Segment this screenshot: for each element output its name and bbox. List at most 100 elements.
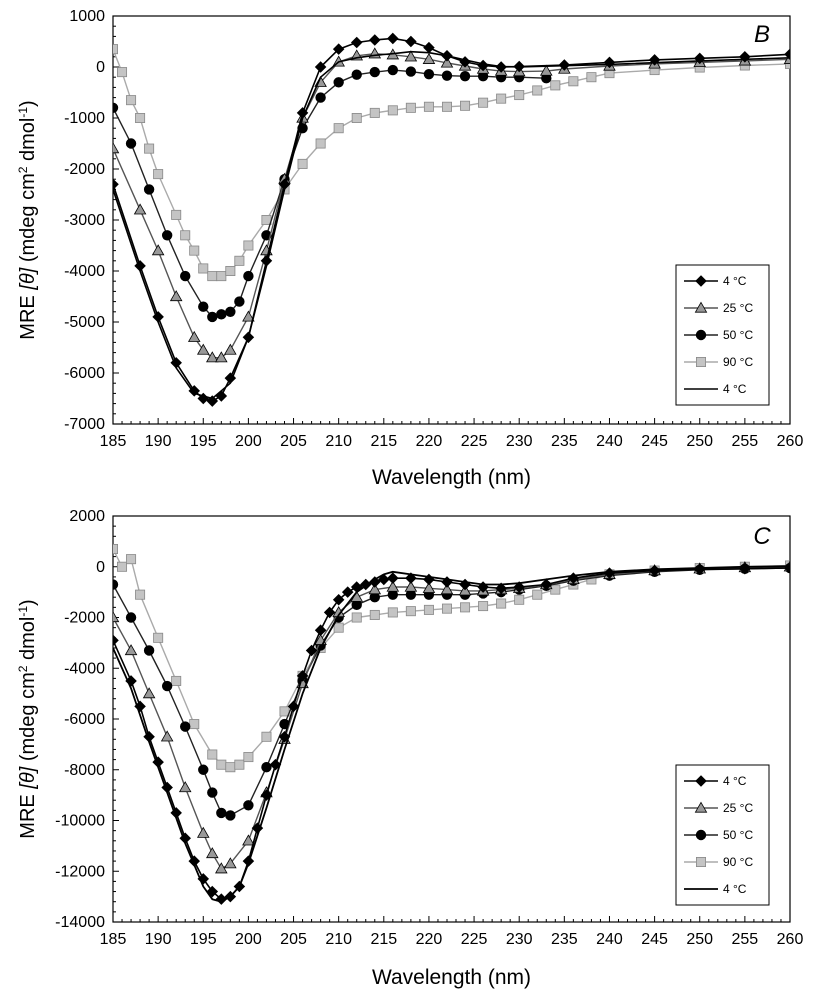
data-point-circle	[161, 230, 173, 241]
data-point-triangle	[169, 290, 183, 302]
data-point-square	[171, 209, 182, 220]
data-point-diamond	[387, 32, 399, 45]
series-line-square	[113, 48, 790, 277]
data-point-square	[514, 90, 525, 101]
x-tick-label: 205	[280, 433, 307, 450]
y-tick-label: -12000	[55, 863, 105, 880]
data-point-diamond	[314, 61, 327, 73]
data-point-square	[423, 101, 434, 112]
legend-entry-label: 90 °C	[723, 355, 753, 369]
x-tick-label: 225	[461, 931, 488, 948]
data-point-circle	[333, 77, 344, 88]
data-point-square	[369, 609, 380, 620]
data-point-circle	[441, 70, 453, 81]
data-point-square	[478, 601, 489, 612]
x-tick-label: 235	[551, 433, 578, 450]
series-line-plain	[113, 565, 790, 903]
data-point-square	[135, 589, 146, 600]
data-point-square	[532, 85, 543, 96]
data-point-triangle	[440, 56, 454, 68]
data-point-diamond	[215, 390, 228, 402]
x-tick-label: 250	[686, 433, 713, 450]
data-point-diamond	[540, 578, 553, 591]
panel-letter: B	[754, 21, 770, 48]
data-point-circle	[459, 70, 471, 82]
data-point-circle	[423, 68, 435, 80]
x-tick-label: 185	[100, 433, 127, 450]
data-point-triangle	[187, 330, 201, 342]
data-point-diamond	[269, 758, 282, 771]
y-tick-label: -4000	[64, 263, 105, 280]
data-point-square	[568, 76, 579, 87]
data-point-diamond	[113, 178, 119, 191]
y-tick-label: -5000	[64, 314, 105, 331]
data-point-diamond	[784, 48, 790, 61]
legend-entry-label: 4 °C	[723, 382, 747, 396]
x-tick-label: 255	[732, 931, 759, 948]
x-tick-label: 210	[325, 433, 352, 450]
data-point-diamond	[513, 581, 525, 593]
legend-entry-label: 4 °C	[723, 274, 747, 288]
x-tick-label: 235	[551, 931, 578, 948]
data-point-square	[216, 759, 227, 770]
data-point-square	[216, 271, 227, 282]
x-tick-label: 215	[370, 931, 397, 948]
data-point-square	[387, 607, 398, 618]
data-point-triangle	[404, 580, 418, 592]
data-point-circle	[387, 64, 399, 76]
data-point-triangle	[206, 847, 219, 859]
data-point-triangle	[142, 687, 156, 699]
data-point-triangle	[242, 834, 255, 846]
x-tick-label: 245	[641, 433, 668, 450]
data-point-circle	[143, 645, 155, 656]
data-point-square	[333, 622, 344, 633]
data-point-circle	[261, 762, 272, 773]
x-tick-label: 220	[416, 433, 443, 450]
data-point-square	[423, 604, 434, 615]
legend-swatch-marker	[695, 775, 707, 787]
data-point-circle	[234, 296, 245, 307]
data-point-diamond	[693, 52, 706, 65]
y-tick-label: -14000	[55, 914, 105, 931]
data-point-triangle	[539, 64, 553, 76]
data-point-diamond	[369, 34, 381, 46]
x-tick-label: 260	[777, 433, 804, 450]
data-point-square	[387, 105, 398, 116]
data-point-circle	[113, 579, 119, 590]
x-axis-label: Wavelength (nm)	[372, 966, 531, 989]
data-point-square	[405, 606, 416, 617]
data-point-square	[243, 240, 254, 251]
data-point-square	[405, 102, 416, 113]
data-point-triangle	[368, 583, 382, 595]
data-point-circle	[315, 92, 326, 103]
legend-entry-label: 90 °C	[723, 855, 753, 869]
series-group	[113, 32, 790, 407]
data-point-triangle	[133, 203, 147, 215]
y-tick-label: 0	[96, 559, 105, 576]
data-point-square	[234, 255, 245, 266]
data-point-diamond	[113, 634, 119, 647]
data-point-diamond	[206, 885, 219, 898]
legend-entry-label: 25 °C	[723, 801, 753, 815]
data-point-circle	[207, 787, 218, 798]
data-point-triangle	[224, 857, 237, 869]
data-point-diamond	[350, 36, 363, 49]
y-tick-label: -2000	[64, 161, 105, 178]
data-point-circle	[125, 612, 137, 623]
data-point-circle	[198, 301, 209, 312]
data-point-square	[153, 632, 164, 643]
data-point-square	[478, 97, 489, 108]
data-point-square	[117, 561, 128, 572]
data-point-triangle	[386, 580, 400, 592]
data-point-diamond	[350, 581, 363, 593]
x-tick-label: 205	[280, 931, 307, 948]
legend-entry-label: 4 °C	[723, 774, 747, 788]
data-point-square	[135, 113, 146, 124]
data-point-diamond	[495, 582, 507, 595]
x-tick-label: 215	[370, 433, 397, 450]
legend-swatch-marker	[695, 329, 707, 341]
data-point-square	[441, 101, 452, 112]
data-point-diamond	[739, 51, 751, 63]
x-tick-label: 240	[596, 433, 623, 450]
